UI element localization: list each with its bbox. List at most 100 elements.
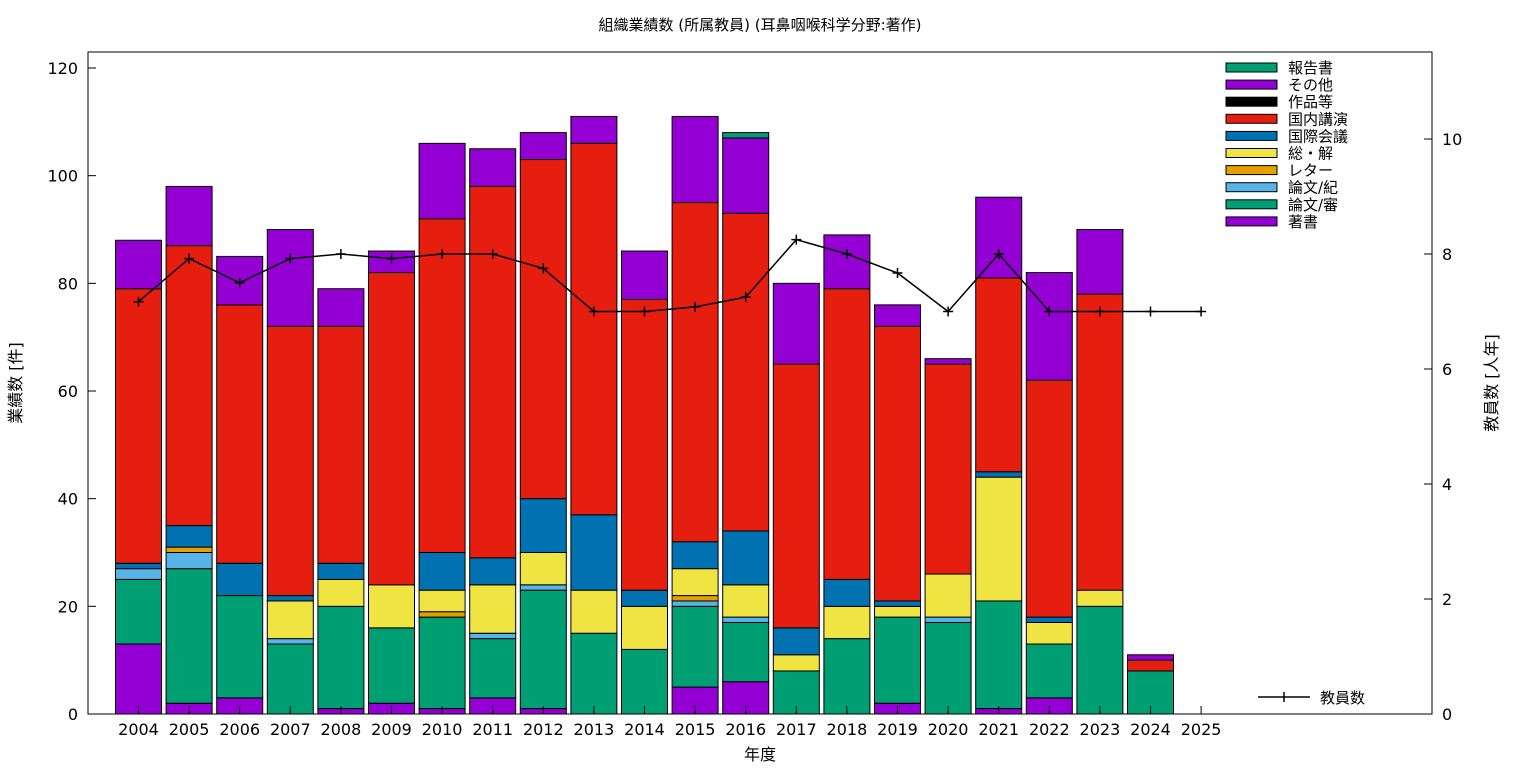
x-tick-label: 2013 (574, 720, 615, 739)
bar-segment (975, 471, 1023, 478)
bar-segment (266, 638, 314, 645)
line-layer (133, 234, 1207, 317)
y-tick-label: 20 (58, 597, 78, 616)
legend-entry: 作品等 (1225, 93, 1333, 111)
bar-segment (115, 568, 162, 580)
y2-axis-label: 教員数 [人年] (1482, 334, 1501, 432)
bar-segment (621, 648, 668, 715)
bar-segment (317, 288, 365, 327)
legend-entry: その他 (1225, 76, 1333, 94)
x-tick-label: 2004 (118, 720, 159, 739)
bar-segment (317, 562, 365, 580)
line-point (437, 249, 448, 259)
bar-segment (772, 627, 820, 656)
bar-segment (115, 288, 162, 564)
bar-segment (671, 605, 719, 688)
bar-segment (266, 643, 314, 715)
legend-entry: 国内講演 (1225, 110, 1348, 128)
line-point (538, 263, 549, 274)
bar-segment (519, 132, 567, 161)
bar-segment (115, 643, 162, 715)
bar-segment (165, 185, 213, 247)
bar-segment (1076, 293, 1124, 591)
y-tick-label: 80 (58, 274, 78, 293)
bar-segment (924, 616, 972, 623)
y-tick-label: 60 (58, 382, 78, 401)
x-tick-label: 2014 (624, 720, 665, 739)
bar-segment (924, 363, 972, 575)
legend-label: 作品等 (1288, 93, 1333, 111)
bar-segment (671, 541, 719, 570)
x-tick-label: 2025 (1181, 720, 1222, 739)
bar-segment (874, 605, 921, 618)
legend-entry: 国際会議 (1225, 127, 1348, 145)
bar-segment (874, 304, 921, 327)
bar-segment (165, 546, 213, 553)
y-tick-label: 0 (68, 705, 78, 724)
legend-entry: 論文/審 (1225, 196, 1338, 214)
legend-label: 論文/審 (1288, 196, 1338, 214)
bar-segment (1025, 272, 1073, 381)
bar-segment (621, 298, 668, 591)
legend-entry: 総・解 (1225, 145, 1333, 163)
bar-segment (621, 589, 668, 607)
x-tick-label: 2022 (1029, 720, 1070, 739)
bar-segment (519, 584, 567, 591)
bar-segment (266, 229, 314, 327)
bar-segment (874, 600, 921, 607)
bar-segment (722, 584, 770, 618)
bar-segment (216, 562, 264, 597)
bar-segment (924, 573, 972, 618)
bar-segment (975, 277, 1023, 473)
bar-segment (570, 589, 618, 634)
y-tick-label: 120 (47, 59, 78, 78)
bar-segment (1127, 654, 1174, 661)
bar-segment (469, 148, 517, 187)
y2-tick-label: 6 (1442, 360, 1452, 379)
line-point (639, 306, 650, 317)
bar-segment (671, 595, 719, 602)
line-point (184, 253, 195, 264)
bar-segment (722, 212, 770, 532)
bar-segment (216, 595, 264, 699)
axes-layer: 0 20 40 60 80 100 120 0 2 4 6 8 10 2004 2005 2006 2007 20… (47, 59, 1462, 739)
legend-label: 著書 (1288, 213, 1318, 231)
bar-segment (570, 514, 618, 591)
bar-segment (418, 589, 466, 613)
legend-entry: 論文/紀 (1225, 179, 1338, 197)
legend-label: 国際会議 (1288, 127, 1348, 145)
y2-tick-label: 10 (1442, 130, 1462, 149)
bar-segment (418, 611, 466, 618)
x-tick-label: 2006 (219, 720, 260, 739)
bar-segment (115, 562, 162, 570)
bar-segment (519, 159, 567, 500)
bar-segment (418, 616, 466, 710)
y2-tick-label: 8 (1442, 245, 1452, 264)
bar-segment (1076, 605, 1124, 715)
legend-swatch (1225, 113, 1278, 124)
bar-segment (924, 621, 972, 715)
bar-segment (1025, 621, 1073, 645)
bar-segment (671, 115, 719, 204)
legend-swatch (1225, 199, 1278, 210)
x-tick-label: 2024 (1130, 720, 1171, 739)
bar-segment (469, 638, 517, 699)
bar-segment (469, 584, 517, 634)
bar-segment (722, 132, 770, 139)
line-point (943, 306, 954, 317)
bar-segment (823, 638, 871, 715)
legend-label: 国内講演 (1288, 110, 1348, 128)
bars-layer (115, 115, 1174, 715)
line-point (892, 267, 903, 278)
bar-segment (368, 627, 415, 704)
bar-segment (570, 632, 618, 715)
legend-entry: 報告書 (1225, 59, 1333, 77)
bar-segment (1025, 643, 1073, 699)
bar-segment (1025, 379, 1073, 618)
line-series (138, 238, 1202, 313)
bar-segment (570, 115, 618, 144)
bar-segment (165, 568, 213, 704)
legend-label: 論文/紀 (1288, 179, 1338, 197)
bar-segment (519, 589, 567, 710)
